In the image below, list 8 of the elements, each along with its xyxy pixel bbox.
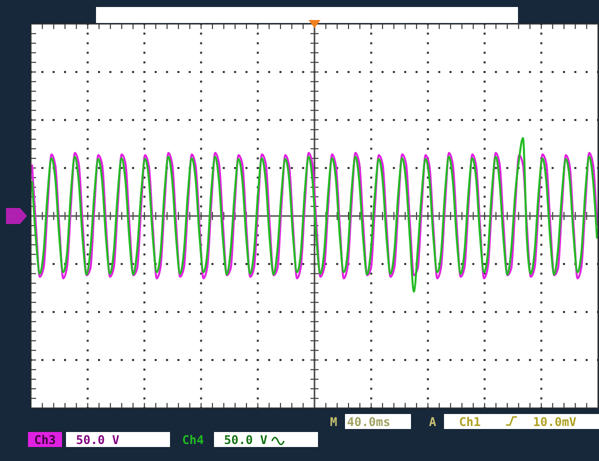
text: Ch3	[34, 433, 56, 447]
text: 50.0 V	[76, 433, 120, 447]
text: Ch4	[182, 433, 204, 447]
text: A	[429, 415, 437, 429]
text: 50.0 V	[224, 433, 268, 447]
text: 10.0mV	[533, 415, 576, 429]
text: M 40.0ms	[330, 415, 390, 429]
text: Ch1	[459, 415, 481, 429]
